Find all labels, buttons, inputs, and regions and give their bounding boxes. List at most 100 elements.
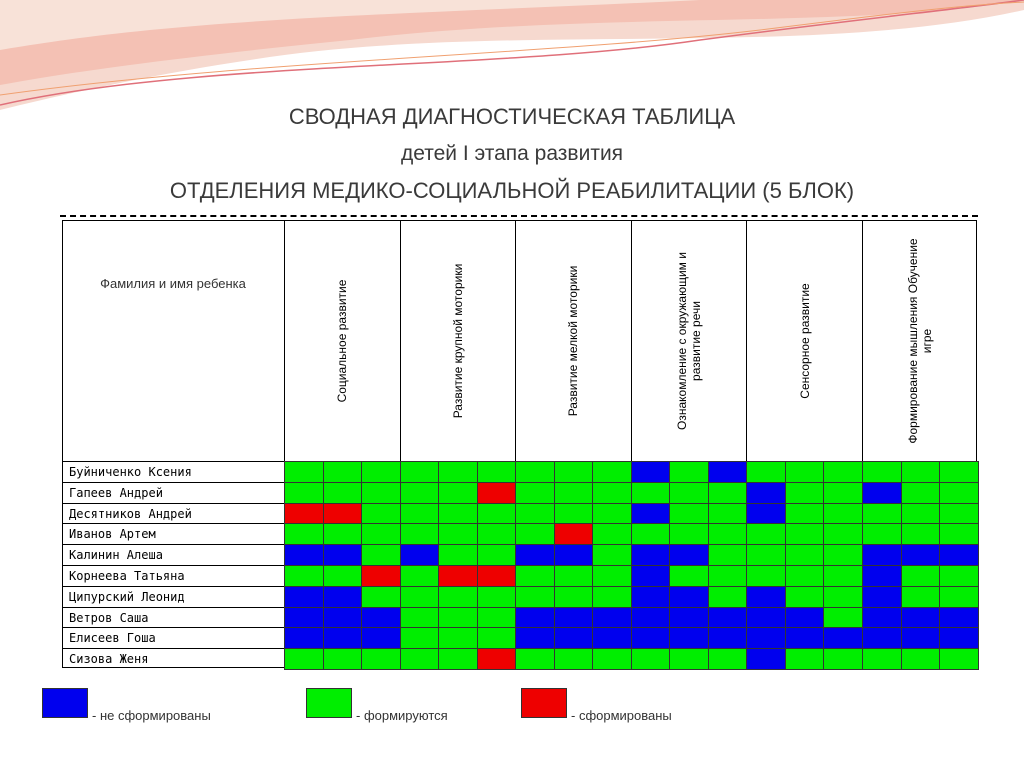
- row-name: Десятников Андрей: [63, 502, 284, 524]
- status-cell: [784, 461, 825, 483]
- status-cell: [630, 481, 671, 504]
- status-cell: [399, 648, 440, 670]
- status-cell: [592, 627, 632, 650]
- status-cell: [862, 585, 902, 608]
- status-cell: [823, 585, 863, 608]
- status-cell: [476, 585, 517, 608]
- status-cell: [823, 523, 863, 546]
- status-cell: [939, 648, 979, 670]
- status-cell: [361, 585, 401, 608]
- status-cell: [669, 648, 709, 670]
- row-name: Корнеева Татьяна: [63, 565, 284, 586]
- status-cell: [476, 481, 517, 504]
- status-cell: [746, 461, 786, 483]
- status-cell: [707, 627, 748, 650]
- status-cell: [746, 585, 786, 608]
- status-cell: [361, 606, 401, 629]
- status-cell: [361, 502, 401, 525]
- column-label: Социальное развитие: [335, 279, 350, 403]
- status-cell: [592, 565, 632, 587]
- column-header: Развитие мелкой моторики: [515, 221, 631, 461]
- status-cell: [438, 523, 478, 546]
- status-cell: [862, 648, 902, 670]
- status-cell: [322, 502, 363, 525]
- status-cell: [322, 606, 363, 629]
- status-cell: [361, 544, 401, 566]
- status-cell: [900, 523, 941, 546]
- status-cell: [592, 606, 632, 629]
- status-cell: [553, 523, 594, 546]
- status-cell: [862, 502, 902, 525]
- status-cell: [592, 461, 632, 483]
- status-cell: [515, 461, 555, 483]
- status-cell: [476, 461, 517, 483]
- status-cell: [784, 481, 825, 504]
- status-cell: [322, 481, 363, 504]
- status-cell: [939, 585, 979, 608]
- status-cell: [630, 585, 671, 608]
- column-header: Ознакомление с окружающим и развитие реч…: [630, 221, 747, 461]
- status-cell: [707, 606, 748, 629]
- status-cell: [746, 523, 786, 546]
- row-name: Сизова Женя: [63, 648, 284, 669]
- status-cell: [823, 461, 863, 483]
- legend-swatch: [42, 688, 88, 718]
- legend-label: - сформированы: [571, 708, 672, 723]
- status-cell: [862, 523, 902, 546]
- status-cell: [669, 585, 709, 608]
- status-cell: [361, 565, 401, 587]
- status-cell: [784, 544, 825, 566]
- status-cell: [900, 544, 941, 566]
- status-cell: [862, 627, 902, 650]
- status-cell: [553, 648, 594, 670]
- status-cell: [823, 627, 863, 650]
- status-cell: [361, 627, 401, 650]
- status-cell: [630, 523, 671, 546]
- status-cell: [284, 523, 324, 546]
- status-cell: [361, 523, 401, 546]
- status-cell: [592, 585, 632, 608]
- status-cell: [476, 544, 517, 566]
- status-cell: [862, 544, 902, 566]
- status-cell: [322, 627, 363, 650]
- status-cell: [515, 544, 555, 566]
- status-cell: [939, 606, 979, 629]
- row-name: Елисеев Гоша: [63, 627, 284, 648]
- status-cell: [900, 565, 941, 587]
- status-cell: [438, 544, 478, 566]
- status-cell: [515, 502, 555, 525]
- status-cell: [515, 481, 555, 504]
- status-cell: [669, 565, 709, 587]
- status-cell: [939, 523, 979, 546]
- column-header: Сенсорное развитие: [746, 221, 862, 461]
- status-cell: [399, 481, 440, 504]
- status-cell: [399, 523, 440, 546]
- table: Фамилия и имя ребенка Социальное развити…: [62, 220, 979, 670]
- column-header: Социальное развитие: [284, 221, 400, 461]
- status-cell: [784, 627, 825, 650]
- status-cell: [284, 544, 324, 566]
- status-cell: [630, 461, 671, 483]
- status-cell: [553, 565, 594, 587]
- column-label: Формирование мышления Обучение игре: [906, 238, 935, 444]
- status-cell: [438, 502, 478, 525]
- status-cell: [669, 461, 709, 483]
- status-cell: [361, 648, 401, 670]
- status-cell: [438, 648, 478, 670]
- status-cell: [939, 461, 979, 483]
- status-cell: [592, 648, 632, 670]
- status-cell: [900, 648, 941, 670]
- status-cell: [900, 502, 941, 525]
- status-cell: [862, 461, 902, 483]
- status-cell: [939, 544, 979, 566]
- status-cell: [592, 523, 632, 546]
- column-label: Ознакомление с окружающим и развитие реч…: [675, 252, 704, 430]
- row-name: Ветров Саша: [63, 606, 284, 628]
- status-cell: [939, 627, 979, 650]
- status-cell: [784, 523, 825, 546]
- status-cell: [476, 565, 517, 587]
- status-cell: [592, 502, 632, 525]
- status-cell: [630, 648, 671, 670]
- status-cell: [476, 648, 517, 670]
